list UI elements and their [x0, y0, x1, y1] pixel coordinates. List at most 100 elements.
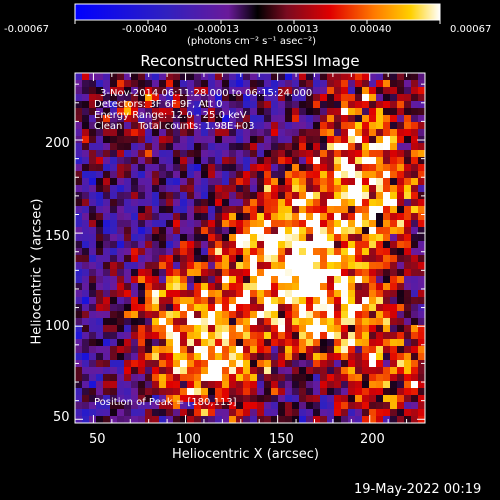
heatmap-cell	[369, 416, 377, 424]
heatmap-cell	[159, 367, 167, 375]
heatmap-cell	[271, 164, 279, 172]
heatmap-cell	[96, 311, 104, 319]
heatmap-cell	[180, 360, 188, 368]
heatmap-cell	[299, 318, 307, 326]
heatmap-cell	[173, 269, 181, 277]
heatmap-cell	[348, 199, 356, 207]
heatmap-cell	[89, 325, 97, 333]
heatmap-cell	[397, 241, 405, 249]
heatmap-cell	[390, 297, 398, 305]
heatmap-cell	[180, 101, 188, 109]
heatmap-cell	[131, 234, 139, 242]
heatmap-cell	[292, 346, 300, 354]
heatmap-cell	[369, 311, 377, 319]
heatmap-cell	[299, 220, 307, 228]
heatmap-cell	[166, 388, 174, 396]
heatmap-cell	[299, 143, 307, 151]
heatmap-cell	[264, 395, 272, 403]
heatmap-cell	[208, 185, 216, 193]
heatmap-cell	[418, 388, 426, 396]
heatmap-cell	[278, 129, 286, 137]
heatmap-cell	[243, 87, 251, 95]
heatmap-cell	[320, 402, 328, 410]
heatmap-cell	[341, 353, 349, 361]
heatmap-cell	[404, 332, 412, 340]
heatmap-cell	[201, 353, 209, 361]
heatmap-cell	[355, 381, 363, 389]
heatmap-cell	[292, 108, 300, 116]
heatmap-cell	[376, 185, 384, 193]
heatmap-cell	[369, 409, 377, 417]
heatmap-cell	[313, 94, 321, 102]
heatmap-cell	[369, 367, 377, 375]
heatmap-cell	[418, 94, 426, 102]
heatmap-cell	[173, 101, 181, 109]
heatmap-cell	[89, 199, 97, 207]
heatmap-cell	[208, 304, 216, 312]
heatmap-cell	[180, 73, 188, 81]
heatmap-cell	[187, 185, 195, 193]
heatmap-cell	[159, 80, 167, 88]
heatmap-cell	[306, 178, 314, 186]
heatmap-cell	[250, 164, 258, 172]
heatmap-cell	[124, 129, 132, 137]
heatmap-cell	[355, 283, 363, 291]
heatmap-cell	[369, 388, 377, 396]
heatmap-cell	[299, 332, 307, 340]
heatmap-cell	[257, 80, 265, 88]
heatmap-cell	[89, 206, 97, 214]
heatmap-cell	[173, 276, 181, 284]
heatmap-cell	[145, 262, 153, 270]
heatmap-cell	[285, 416, 293, 424]
heatmap-cell	[96, 339, 104, 347]
heatmap-cell	[306, 402, 314, 410]
heatmap-cell	[145, 255, 153, 263]
heatmap-cell	[75, 171, 83, 179]
heatmap-cell	[348, 325, 356, 333]
heatmap-cell	[292, 213, 300, 221]
heatmap-cell	[341, 269, 349, 277]
heatmap-cell	[390, 115, 398, 123]
heatmap-cell	[187, 206, 195, 214]
heatmap-cell	[257, 73, 265, 81]
heatmap-cell	[264, 276, 272, 284]
heatmap-cell	[397, 115, 405, 123]
heatmap-cell	[173, 164, 181, 172]
heatmap-cell	[124, 101, 132, 109]
heatmap-cell	[397, 206, 405, 214]
heatmap-cell	[166, 164, 174, 172]
heatmap-cell	[418, 241, 426, 249]
heatmap-cell	[82, 129, 90, 137]
heatmap-cell	[327, 178, 335, 186]
heatmap-cell	[229, 360, 237, 368]
heatmap-cell	[250, 416, 258, 424]
heatmap-cell	[376, 374, 384, 382]
heatmap-cell	[369, 87, 377, 95]
heatmap-cell	[222, 220, 230, 228]
heatmap-cell	[103, 129, 111, 137]
heatmap-cell	[131, 206, 139, 214]
heatmap-cell	[187, 199, 195, 207]
heatmap-cell	[411, 108, 419, 116]
heatmap-cell	[299, 101, 307, 109]
heatmap-cell	[285, 178, 293, 186]
heatmap-cell	[320, 164, 328, 172]
heatmap-cell	[131, 94, 139, 102]
heatmap-cell	[187, 318, 195, 326]
heatmap-cell	[243, 108, 251, 116]
heatmap-cell	[89, 150, 97, 158]
heatmap-cell	[271, 262, 279, 270]
heatmap-cell	[145, 409, 153, 417]
heatmap-cell	[117, 227, 125, 235]
heatmap-cell	[257, 346, 265, 354]
heatmap-cell	[243, 332, 251, 340]
heatmap-cell	[327, 325, 335, 333]
heatmap-cell	[96, 80, 104, 88]
heatmap-cell	[264, 94, 272, 102]
heatmap-cell	[292, 381, 300, 389]
heatmap-cell	[320, 206, 328, 214]
heatmap-cell	[257, 339, 265, 347]
heatmap-cell	[75, 367, 83, 375]
heatmap-cell	[82, 220, 90, 228]
heatmap-cell	[222, 367, 230, 375]
